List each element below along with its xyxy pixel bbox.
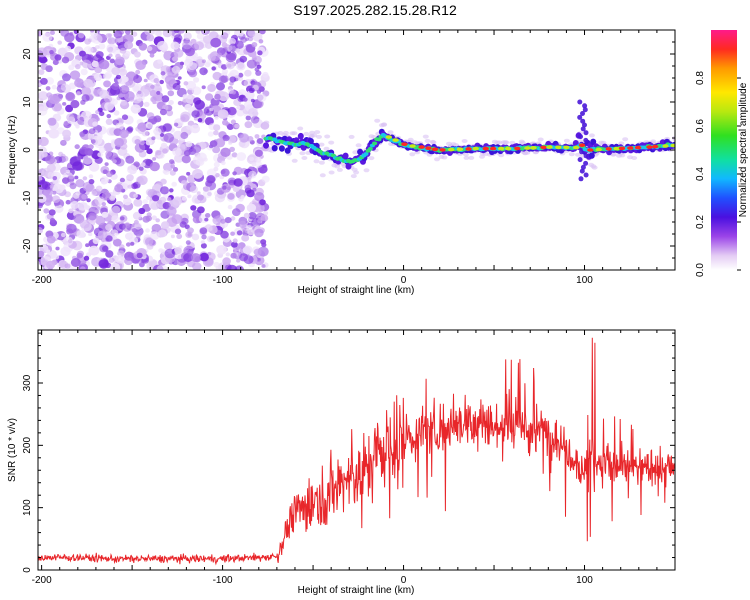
colorbar-ticks: 0.0 0.2 0.4 0.6 0.8 [695, 71, 741, 277]
spectrogram-y-tick-label: 10 [22, 96, 33, 108]
snr-series-line [38, 337, 675, 566]
spectrogram-x-tick-label: -100 [213, 275, 233, 286]
snr-y-label: SNR (10 * v/v) [7, 418, 18, 482]
spectrogram-y-label: Frequency (Hz) [7, 116, 18, 185]
chart-title: S197.2025.282.15.28.R12 [293, 2, 457, 18]
colorbar-label: Normalized spectral amplitude [738, 82, 749, 217]
snr-y-tick-label: 300 [22, 374, 33, 391]
snr-frame [37, 329, 676, 571]
signal-band [263, 99, 675, 182]
spectrogram-x-tick-label: -200 [32, 275, 52, 286]
colorbar-tick-label: 0.2 [695, 215, 706, 229]
spectrogram-x-tick-label: 100 [576, 275, 593, 286]
snr-y-tick-label: 0 [22, 567, 33, 573]
spectrogram-y-tick-label: -20 [22, 238, 33, 253]
colorbar: 0.0 0.2 0.4 0.6 0.8 Normalized spectral ampl… [695, 30, 749, 277]
snr-panel: -200 -100 0 100 0 100 200 300 Height of straigh… [7, 329, 676, 596]
spectrogram-x-label: Height of straight line (km) [298, 285, 415, 296]
colorbar-tick-label: 0.8 [695, 71, 706, 85]
snr-y-tick-label: 100 [22, 499, 33, 516]
spectrogram-y-tick-label: 0 [22, 147, 33, 153]
snr-x-tick-label: 100 [576, 575, 593, 586]
spectrogram-y-tick-label: 20 [22, 48, 33, 60]
noise-region [38, 30, 270, 270]
colorbar-tick-label: 0.0 [695, 263, 706, 277]
colorbar-tick-label: 0.6 [695, 119, 706, 133]
spectrogram-y-tick-label: -10 [22, 190, 33, 205]
spectrogram-x-tick-label: 0 [401, 275, 407, 286]
spectrogram-frame [37, 29, 676, 271]
snr-x-label: Height of straight line (km) [298, 585, 415, 596]
snr-x-tick-label: -100 [213, 575, 233, 586]
snr-y-tick-label: 200 [22, 437, 33, 454]
snr-x-tick-label: 0 [401, 575, 407, 586]
colorbar-tick-label: 0.4 [695, 167, 706, 181]
snr-x-tick-label: -200 [32, 575, 52, 586]
colorbar-gradient [711, 30, 737, 270]
